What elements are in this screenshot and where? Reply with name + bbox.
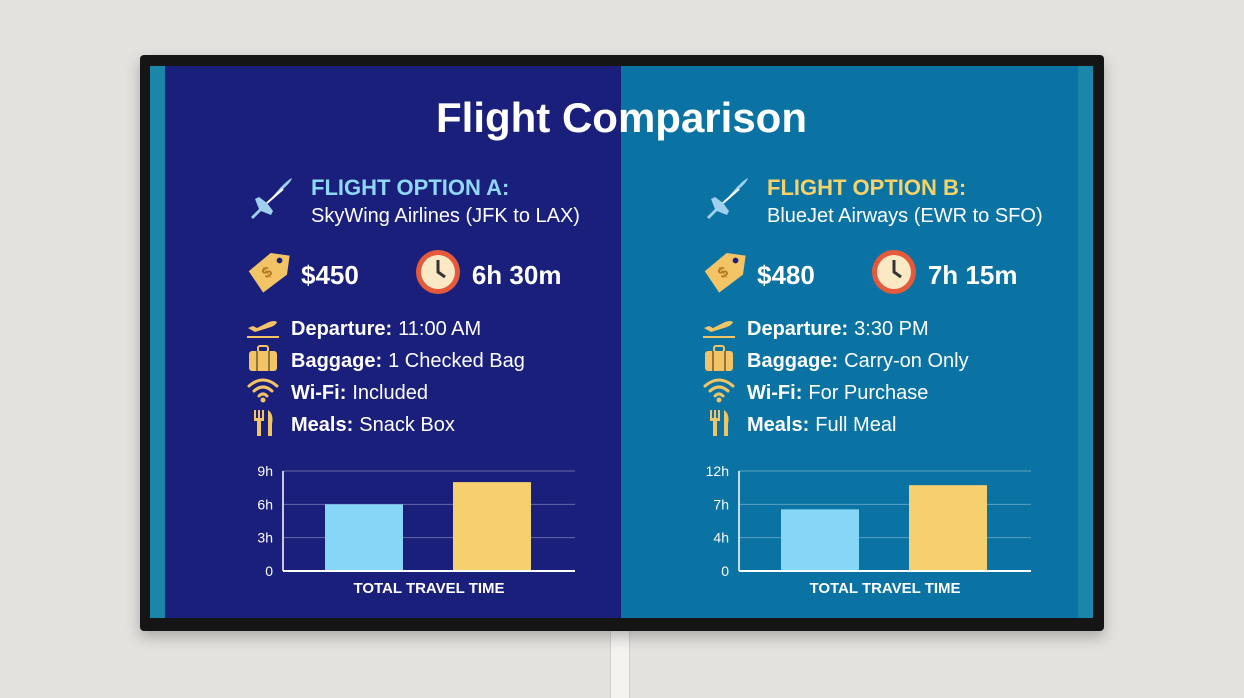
- price: $480: [757, 260, 815, 290]
- detail-value: 11:00 AM: [398, 317, 482, 340]
- detail-row: Meals: Snack Box: [245, 409, 525, 441]
- detail-label: Baggage:: [747, 349, 839, 372]
- page-title: Flight Comparison: [436, 94, 807, 141]
- bar-option-b: [453, 482, 531, 571]
- departure-icon: [245, 312, 291, 346]
- departure-icon: [701, 312, 747, 346]
- airline-route: BlueJet Airways (EWR to SFO): [767, 205, 1043, 227]
- detail-row: Baggage: Carry-on Only: [701, 345, 969, 377]
- bar-option-a: [325, 504, 403, 571]
- detail-value: Carry-on Only: [844, 349, 969, 372]
- meal-icon: [701, 408, 747, 442]
- wifi-icon: [245, 376, 291, 410]
- detail-value: For Purchase: [808, 381, 929, 404]
- option-heading: FLIGHT OPTION B:: [767, 175, 967, 200]
- option-heading: FLIGHT OPTION A:: [311, 175, 510, 200]
- detail-label: Wi-Fi:: [291, 381, 347, 404]
- y-tick-label: 0: [265, 563, 273, 579]
- detail-label: Departure:: [747, 317, 849, 340]
- baggage-icon: [245, 344, 291, 378]
- y-tick-label: 0: [721, 563, 729, 579]
- clock-icon: [414, 248, 462, 303]
- detail-row: Meals: Full Meal: [701, 409, 969, 441]
- detail-label: Wi-Fi:: [747, 381, 803, 404]
- flight-option-a: FLIGHT OPTION A: SkyWing Airlines (JFK to…: [165, 66, 625, 618]
- y-tick-label: 9h: [257, 463, 273, 479]
- tv-cable: [610, 628, 630, 698]
- left-stripe: [150, 66, 165, 618]
- bar-option-b: [909, 485, 987, 571]
- y-tick-label: 3h: [257, 530, 273, 546]
- y-tick-label: 12h: [706, 463, 729, 479]
- detail-row: Departure: 11:00 AM: [245, 313, 525, 345]
- detail-row: Wi-Fi: Included: [245, 377, 525, 409]
- detail-row: Wi-Fi: For Purchase: [701, 377, 969, 409]
- y-tick-label: 6h: [257, 496, 273, 512]
- clock-icon: [870, 248, 918, 303]
- detail-row: Departure: 3:30 PM: [701, 313, 969, 345]
- travel-time-chart: 0 4h 7h 12h TOTAL TRAVEL TIME: [706, 463, 1031, 597]
- y-tick-label: 4h: [713, 530, 729, 546]
- price-tag-icon: $: [245, 249, 291, 302]
- y-tick-label: 7h: [713, 496, 729, 512]
- detail-label: Departure:: [291, 317, 393, 340]
- detail-label: Meals:: [291, 413, 354, 436]
- price-tag-icon: $: [701, 249, 747, 302]
- x-axis-label: TOTAL TRAVEL TIME: [809, 580, 960, 597]
- x-axis-label: TOTAL TRAVEL TIME: [353, 580, 504, 597]
- detail-value: 3:30 PM: [854, 317, 929, 340]
- detail-value: Snack Box: [359, 413, 455, 436]
- meal-icon: [245, 408, 291, 442]
- wifi-icon: [701, 376, 747, 410]
- detail-value: Full Meal: [815, 413, 897, 436]
- detail-value: Included: [352, 381, 428, 404]
- travel-time-chart: 0 3h 6h 9h TOTAL TRAVEL TIME: [257, 463, 575, 597]
- bar-option-a: [781, 509, 859, 571]
- airplane-icon: [701, 173, 753, 230]
- detail-label: Meals:: [747, 413, 810, 436]
- baggage-icon: [701, 344, 747, 378]
- right-stripe: [1078, 66, 1093, 618]
- duration: 6h 30m: [471, 260, 562, 290]
- airline-route: SkyWing Airlines (JFK to LAX): [311, 205, 580, 227]
- airplane-icon: [245, 173, 297, 230]
- price: $450: [301, 260, 359, 290]
- tv-frame: Flight Comparison FLIGHT OPTION A: SkyWin…: [140, 55, 1104, 631]
- flight-option-b: FLIGHT OPTION B: BlueJet Airways (EWR to …: [621, 66, 1081, 618]
- detail-label: Baggage:: [291, 349, 383, 372]
- screen: Flight Comparison FLIGHT OPTION A: SkyWin…: [150, 66, 1093, 618]
- detail-value: 1 Checked Bag: [388, 349, 525, 372]
- detail-row: Baggage: 1 Checked Bag: [245, 345, 525, 377]
- duration: 7h 15m: [927, 260, 1018, 290]
